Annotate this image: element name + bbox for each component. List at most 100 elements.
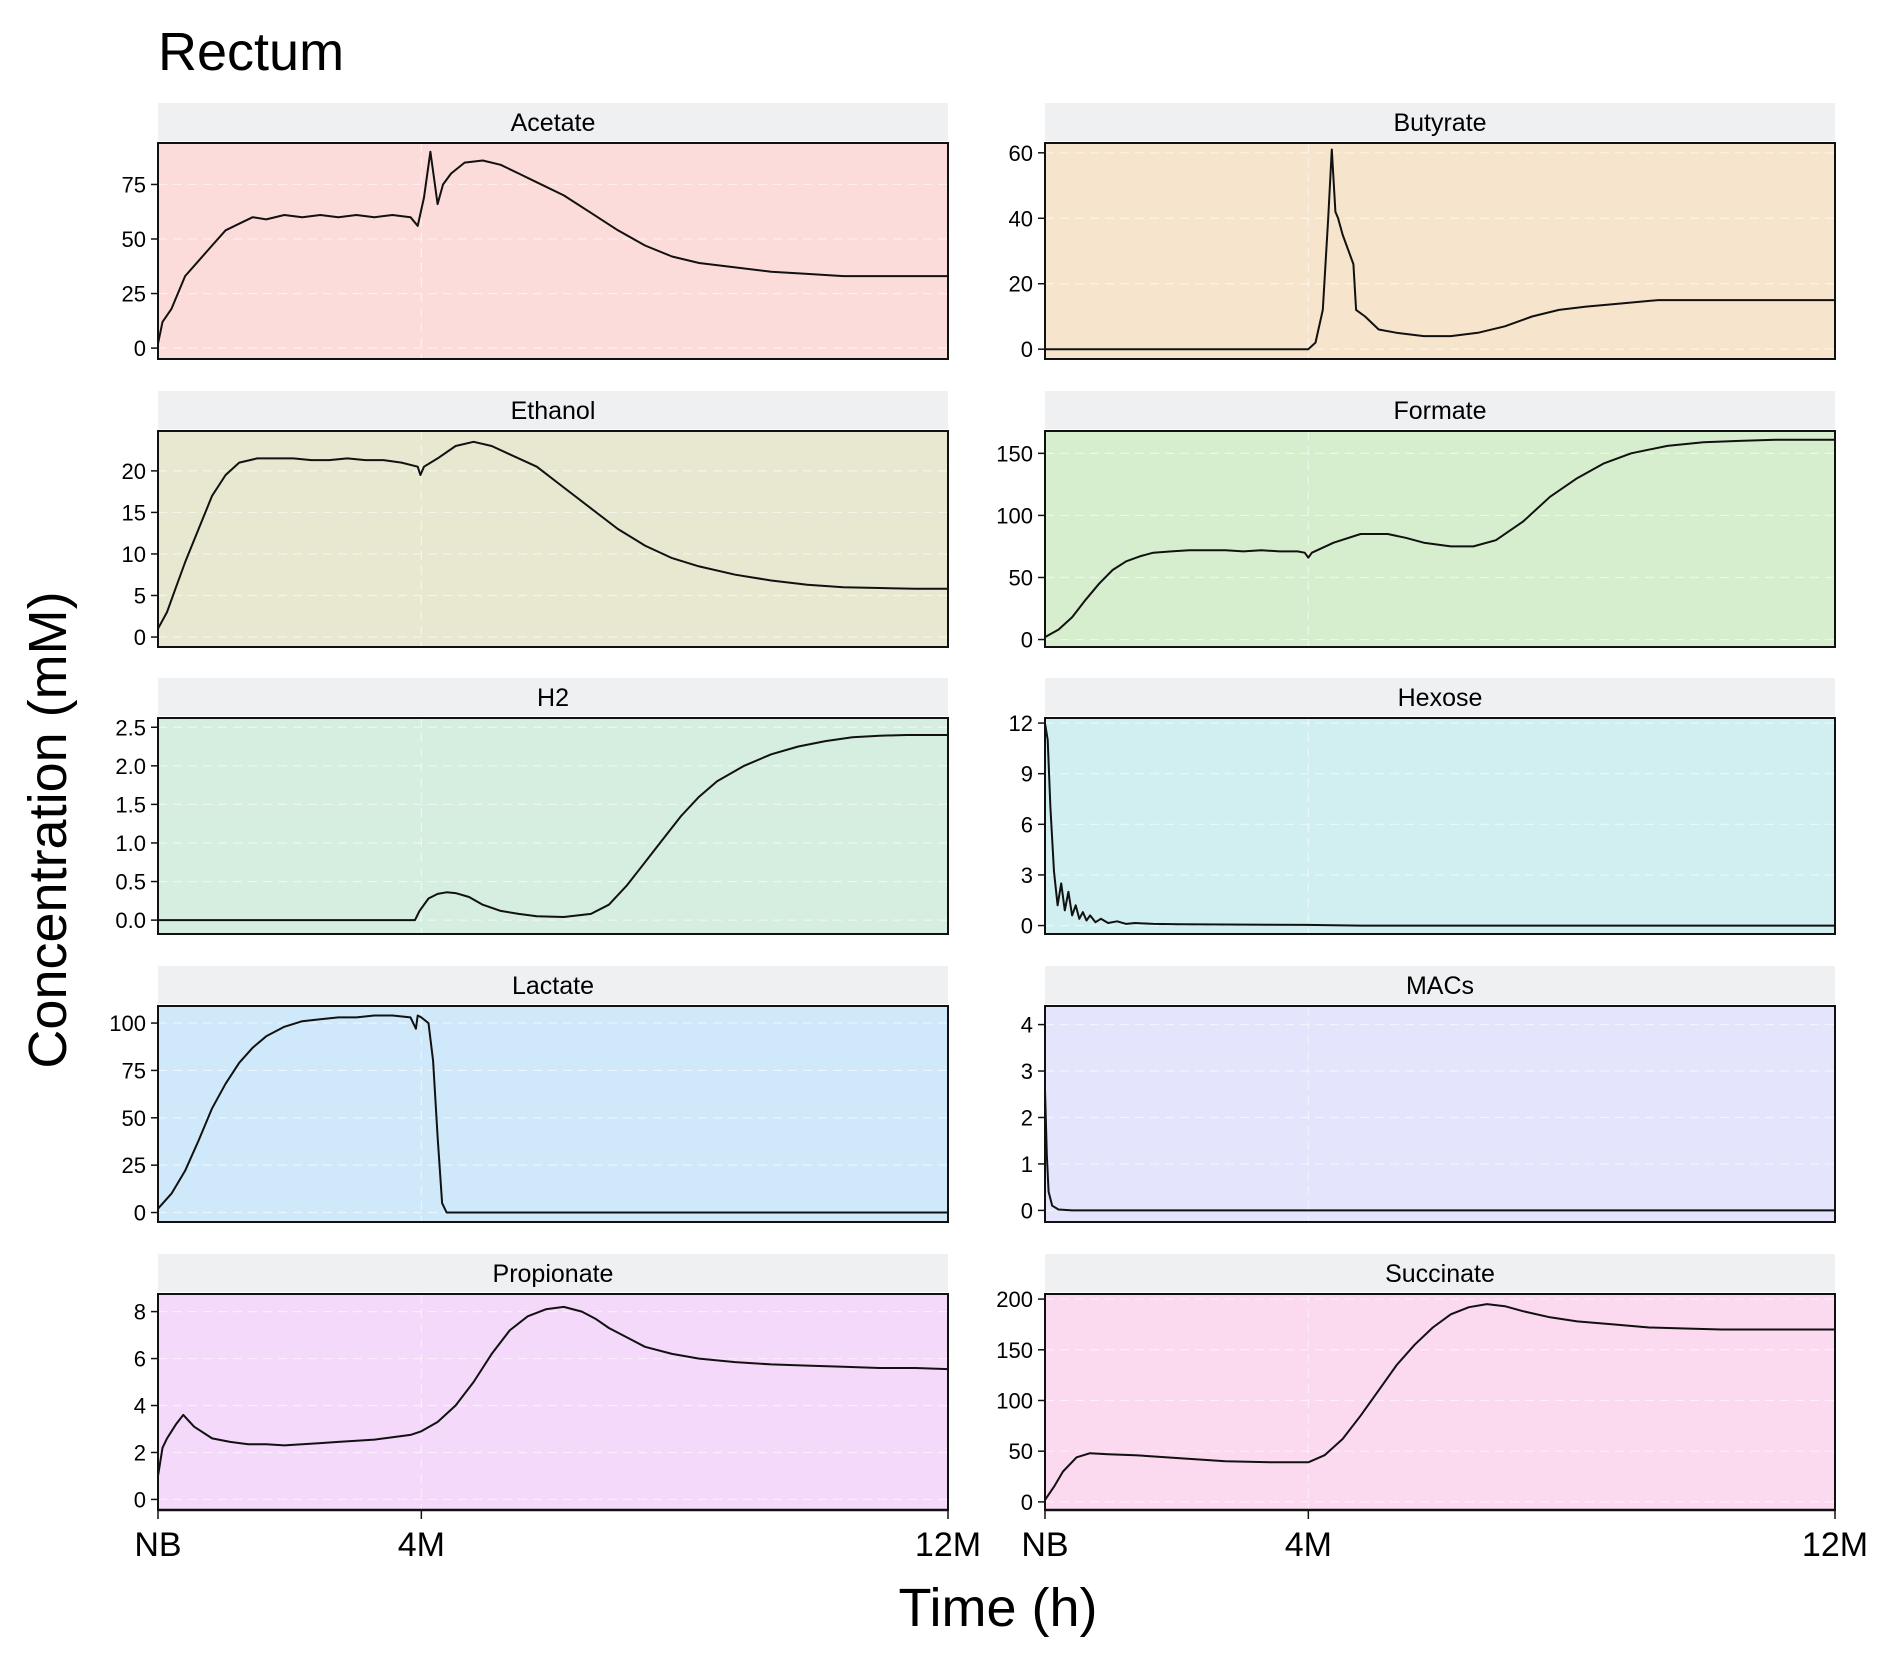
series-line-ethanol: [157, 440, 948, 630]
x-axis-title: Time (h): [899, 1578, 1098, 1638]
figure-title: Rectum: [158, 22, 344, 82]
panel-macs: MACs 0 1 2 3 4: [1021, 966, 1836, 1223]
panel-succinate: Succinate 0 50 100 150 200: [996, 1254, 1836, 1515]
y-tick-label-acetate: 75: [122, 172, 146, 197]
y-tick-label-formate: 0: [1021, 628, 1033, 653]
strip-label-acetate: Acetate: [511, 109, 596, 137]
panel-h2: H2 0.0 0.5 1.0 1.5 2.0 2.5: [115, 678, 949, 935]
y-axis-title: Concentration (mM): [18, 591, 78, 1068]
plot-background-formate: [1045, 431, 1835, 647]
y-tick-label-macs: 0: [1021, 1198, 1033, 1223]
series-line-lactate: [157, 1014, 948, 1214]
strip-label-formate: Formate: [1393, 397, 1486, 425]
strip-label-lactate: Lactate: [512, 972, 594, 1000]
strip-label-hexose: Hexose: [1398, 684, 1483, 712]
y-tick-label-lactate: 100: [109, 1011, 146, 1036]
y-tick-label-ethanol: 5: [134, 583, 146, 608]
plot-background-hexose: [1045, 718, 1835, 934]
y-tick-label-propionate: 6: [134, 1347, 146, 1372]
panel-frame-formate: [1044, 430, 1836, 648]
y-tick-label-butyrate: 60: [1009, 141, 1033, 166]
strip-ethanol: [158, 391, 948, 429]
strip-macs: [1045, 966, 1835, 1004]
y-tick-label-h2: 0.0: [115, 908, 146, 933]
x-tick-label-col2: 4M: [1285, 1526, 1332, 1564]
panel-frame-ethanol: [157, 430, 949, 648]
y-tick-label-hexose: 6: [1021, 812, 1033, 837]
y-tick-label-butyrate: 20: [1009, 272, 1033, 297]
y-tick-label-hexose: 12: [1009, 711, 1033, 736]
strip-propionate: [158, 1254, 948, 1292]
x-tick-label-col2: NB: [1021, 1526, 1068, 1564]
y-tick-label-macs: 3: [1021, 1059, 1033, 1084]
y-tick-label-h2: 1.0: [115, 831, 146, 856]
y-tick-label-butyrate: 40: [1009, 206, 1033, 231]
y-tick-label-succinate: 0: [1021, 1490, 1033, 1515]
series-line-butyrate: [1045, 148, 1835, 351]
strip-h2: [158, 678, 948, 716]
y-tick-label-propionate: 0: [134, 1487, 146, 1512]
y-tick-label-succinate: 50: [1009, 1439, 1033, 1464]
series-line-propionate: [157, 1305, 949, 1477]
y-tick-label-ethanol: 20: [122, 459, 146, 484]
strip-acetate: [158, 103, 948, 141]
panel-hexose: Hexose 0 3 6 9 12: [1009, 678, 1836, 939]
strip-hexose: [1045, 678, 1835, 716]
y-tick-label-macs: 2: [1021, 1105, 1033, 1130]
panel-ethanol: Ethanol 0 5 10 15 20: [122, 391, 949, 650]
panel-acetate: Acetate 0 25 50 75: [122, 103, 949, 361]
plot-background-h2: [158, 718, 948, 934]
panel-lactate: Lactate 0 25 50 75 100: [109, 966, 949, 1226]
strip-label-ethanol: Ethanol: [511, 397, 596, 425]
y-tick-label-hexose: 3: [1021, 863, 1033, 888]
panel-frame-acetate: [157, 142, 949, 360]
y-tick-label-propionate: 2: [134, 1440, 146, 1465]
plot-background-acetate: [158, 143, 948, 359]
panel-formate: Formate 0 50 100 150: [996, 391, 1836, 653]
strip-formate: [1045, 391, 1835, 429]
strip-label-h2: H2: [537, 684, 569, 712]
x-axes: NB 4M 12M NB 4M 12M: [134, 1508, 1868, 1564]
y-tick-label-lactate: 25: [122, 1153, 146, 1178]
strip-lactate: [158, 966, 948, 1004]
plot-background-butyrate: [1045, 143, 1835, 359]
y-tick-label-acetate: 0: [134, 336, 146, 361]
y-tick-label-h2: 1.5: [115, 792, 146, 817]
y-tick-label-formate: 150: [996, 441, 1033, 466]
series-line-hexose: [1044, 722, 1835, 927]
y-tick-label-macs: 1: [1021, 1152, 1033, 1177]
x-tick-label-col1: 12M: [915, 1526, 981, 1564]
plot-background-ethanol: [158, 431, 948, 647]
plot-background-macs: [1045, 1006, 1835, 1222]
panel-frame-h2: [157, 717, 949, 935]
y-tick-label-formate: 50: [1009, 565, 1033, 590]
panel-frame-macs: [1044, 1005, 1836, 1223]
y-tick-label-lactate: 50: [122, 1106, 146, 1131]
y-tick-label-h2: 0.5: [115, 870, 146, 895]
y-tick-label-hexose: 9: [1021, 762, 1033, 787]
x-tick-label-col1: NB: [134, 1526, 181, 1564]
strip-butyrate: [1045, 103, 1835, 141]
series-line-h2: [158, 734, 948, 922]
panel-frame-lactate: [157, 1005, 949, 1223]
y-tick-label-acetate: 25: [122, 282, 146, 307]
panel-frame-butyrate: [1044, 142, 1836, 360]
plot-background-lactate: [158, 1006, 948, 1222]
panel-frame-hexose: [1044, 717, 1836, 935]
y-tick-label-butyrate: 0: [1021, 337, 1033, 362]
plot-background-propionate: [158, 1294, 948, 1510]
x-tick-label-col2: 12M: [1802, 1526, 1868, 1564]
y-tick-label-propionate: 4: [134, 1394, 146, 1419]
y-tick-label-lactate: 75: [122, 1058, 146, 1083]
strip-label-propionate: Propionate: [493, 1260, 614, 1288]
series-line-formate: [1044, 438, 1835, 638]
y-tick-label-acetate: 50: [122, 227, 146, 252]
y-tick-label-hexose: 0: [1021, 914, 1033, 939]
panel-butyrate: Butyrate 0 20 40 60: [1009, 103, 1836, 362]
y-tick-label-propionate: 8: [134, 1300, 146, 1325]
y-tick-label-succinate: 100: [996, 1388, 1033, 1413]
series-line-succinate: [1044, 1303, 1835, 1501]
series-line-acetate: [157, 150, 948, 344]
panel-propionate: Propionate 0 2 4 6 8: [134, 1254, 949, 1512]
